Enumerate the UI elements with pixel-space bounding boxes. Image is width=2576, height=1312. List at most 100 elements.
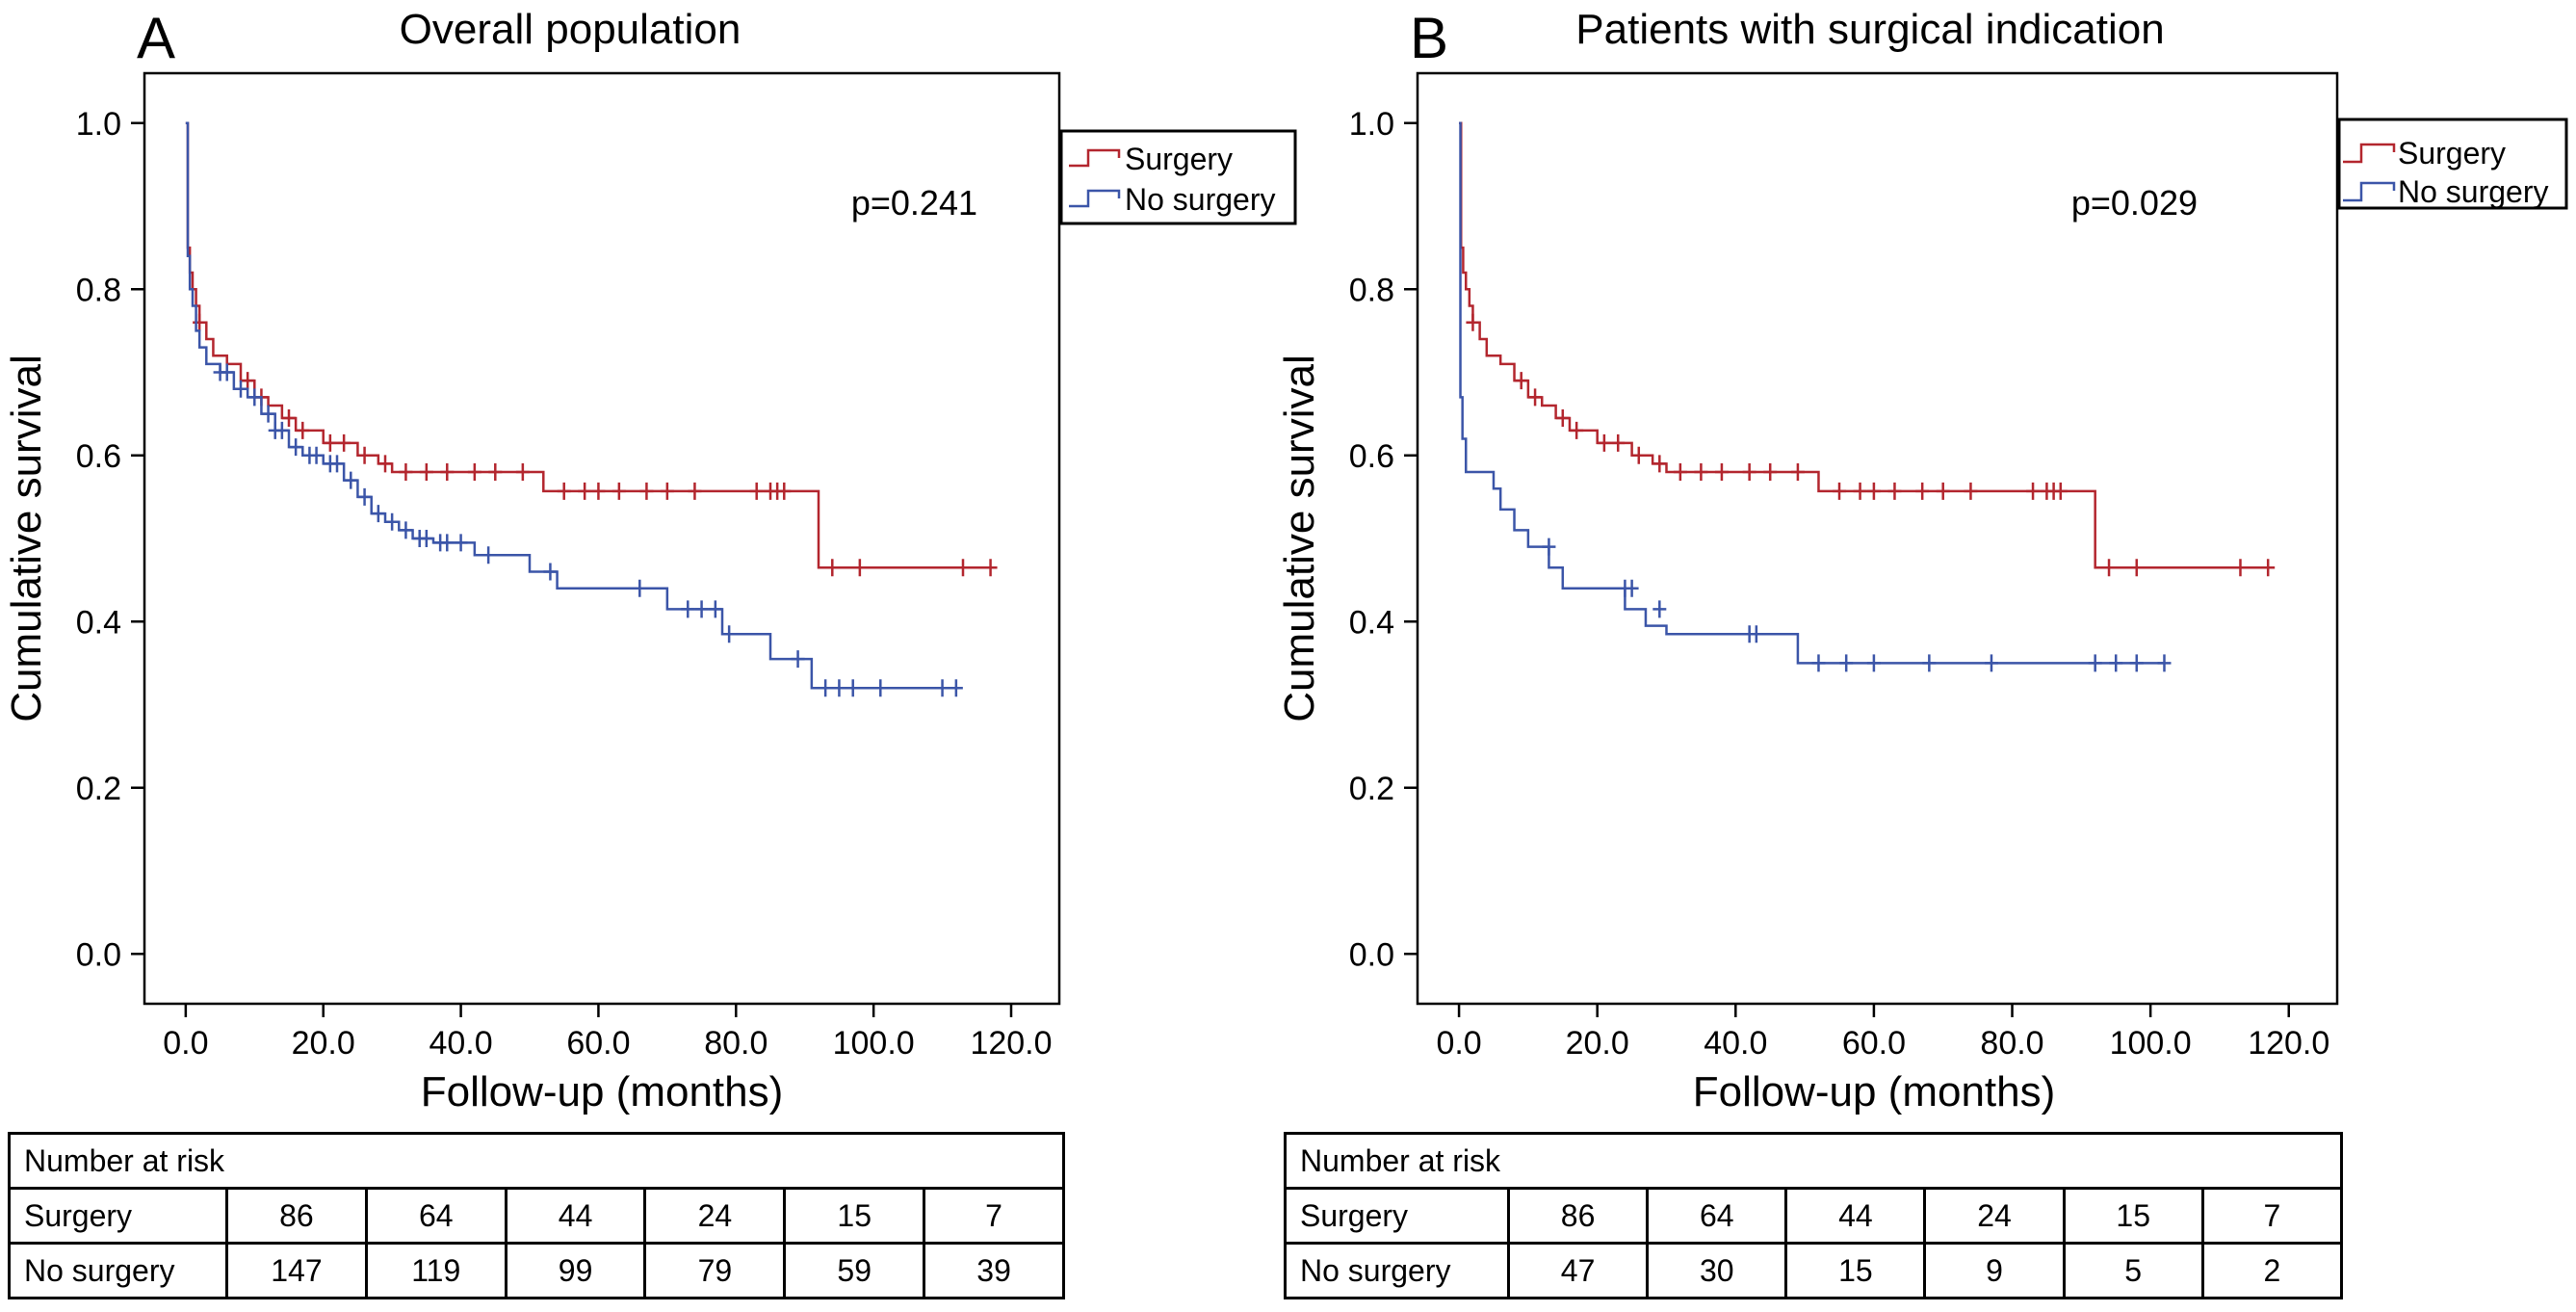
- censor-mark: [323, 433, 337, 452]
- risk-row-label: No surgery: [8, 1242, 228, 1299]
- panel-b-legend: Surgery No surgery: [2337, 118, 2568, 210]
- panel-a-y-ticks: 0.0 0.2 0.4 0.6 0.8 1.0: [76, 106, 144, 973]
- panel-a-x-ticks: 0.0 20.0 40.0 60.0 80.0 100.0 120.0: [163, 1004, 1053, 1062]
- censor-mark: [419, 530, 433, 547]
- censor-mark: [1528, 388, 1543, 407]
- panel-b-x-axis-label: Follow-up (months): [1693, 1068, 2056, 1115]
- panel-b-title: Patients with surgical indication: [1575, 6, 2164, 53]
- legend-label-surgery: Surgery: [1125, 142, 1233, 176]
- censor-mark: [2102, 559, 2117, 577]
- censor-mark: [852, 559, 867, 577]
- censor-mark: [2233, 559, 2248, 577]
- survival-curve-no-surgery: [185, 121, 956, 690]
- panel-a-plot-frame: [143, 71, 1061, 1006]
- y-tick-label: 1.0: [76, 106, 121, 143]
- censor-mark: [1597, 433, 1611, 452]
- censor-mark: [1964, 482, 1978, 500]
- risk-cell: 9: [1923, 1242, 2066, 1299]
- censor-mark: [1922, 654, 1937, 672]
- censor-mark: [282, 408, 296, 427]
- censor-mark: [846, 679, 860, 697]
- legend-swatch-no-surgery: [2343, 181, 2396, 202]
- legend-swatch-no-surgery: [1069, 189, 1121, 208]
- censor-mark: [1866, 482, 1881, 500]
- censor-mark: [1749, 625, 1763, 643]
- censor-mark: [296, 421, 310, 439]
- censor-mark: [1790, 463, 1805, 481]
- censor-mark: [611, 482, 626, 500]
- panel-b-series-surgery: [1459, 121, 2276, 577]
- censor-mark: [578, 482, 592, 500]
- panel-b-legend-box: [2337, 118, 2568, 210]
- risk-cell: 79: [643, 1242, 787, 1299]
- legend-swatch-surgery: [1069, 148, 1121, 168]
- censor-mark: [1742, 463, 1756, 481]
- risk-row-label: Surgery: [8, 1187, 228, 1245]
- panel-a-x-axis-label: Follow-up (months): [421, 1068, 784, 1115]
- censor-mark: [385, 512, 400, 531]
- censor-mark: [1673, 463, 1687, 481]
- x-tick-label: 80.0: [704, 1025, 768, 1062]
- censor-mark: [983, 559, 998, 577]
- risk-cell: 24: [643, 1187, 787, 1245]
- risk-cell: 7: [923, 1187, 1065, 1245]
- panel-b-y-ticks: 0.0 0.2 0.4 0.6 0.8 1.0: [1349, 106, 1418, 973]
- censor-mark: [1694, 463, 1708, 481]
- risk-cell: 119: [364, 1242, 507, 1299]
- censor-mark: [399, 463, 413, 481]
- censor-mark: [309, 446, 324, 464]
- censor-mark: [1866, 654, 1881, 672]
- x-tick-label: 40.0: [1704, 1025, 1767, 1062]
- censor-mark: [2261, 559, 2276, 577]
- y-tick-label: 0.6: [1349, 438, 1394, 475]
- x-tick-label: 100.0: [833, 1025, 915, 1062]
- risk-cell: 15: [1784, 1242, 1927, 1299]
- risk-table-row-no-surgery: No surgery 147 119 99 79 59 39: [8, 1242, 1065, 1299]
- censor-mark: [357, 446, 372, 464]
- censor-mark: [488, 463, 503, 481]
- panel-b-p-value: p=0.029: [2071, 183, 2198, 223]
- censor-mark: [543, 563, 558, 581]
- risk-cell: 64: [1646, 1187, 1788, 1245]
- risk-cell: 86: [225, 1187, 368, 1245]
- censor-mark: [234, 380, 247, 398]
- censor-mark: [337, 433, 351, 452]
- y-tick-label: 0.2: [1349, 771, 1394, 807]
- panel-b-y-axis-label: Cumulative survival: [1276, 354, 1323, 722]
- y-tick-label: 0.4: [76, 604, 121, 641]
- censor-mark: [1466, 313, 1480, 331]
- censor-mark: [873, 679, 888, 697]
- legend-label-surgery: Surgery: [2398, 136, 2506, 171]
- risk-table-row-surgery: Surgery 86 64 44 24 15 7: [8, 1187, 1065, 1245]
- x-tick-label: 100.0: [2110, 1025, 2192, 1062]
- censor-mark: [2157, 654, 2172, 672]
- censor-mark: [1611, 433, 1626, 452]
- censor-mark: [791, 650, 805, 669]
- risk-table-row-surgery: Surgery 86 64 44 24 15 7: [1284, 1187, 2344, 1245]
- censor-mark: [1542, 538, 1556, 556]
- x-tick-label: 40.0: [429, 1025, 492, 1062]
- censor-mark: [2129, 559, 2144, 577]
- censor-mark: [2088, 654, 2102, 672]
- censor-mark: [633, 579, 647, 597]
- censor-mark: [2026, 482, 2041, 500]
- y-tick-label: 0.8: [1349, 272, 1394, 308]
- censor-mark: [2129, 654, 2144, 672]
- censor-mark: [949, 679, 963, 697]
- censor-mark: [1514, 372, 1528, 390]
- censor-mark: [722, 625, 737, 643]
- censor-mark: [1763, 463, 1778, 481]
- censor-mark: [2109, 654, 2123, 672]
- x-tick-label: 20.0: [292, 1025, 355, 1062]
- risk-cell: 64: [364, 1187, 507, 1245]
- panel-b-risk-table: Number at risk Surgery 86 64 44 24 15 7 …: [1284, 1132, 2344, 1299]
- censor-mark: [1652, 455, 1667, 473]
- censor-mark: [241, 372, 255, 390]
- censor-mark: [419, 463, 433, 481]
- risk-cell: 15: [783, 1187, 926, 1245]
- censor-mark: [749, 482, 764, 500]
- x-tick-label: 20.0: [1566, 1025, 1629, 1062]
- censor-mark: [440, 534, 455, 552]
- censor-mark: [274, 421, 289, 439]
- censor-mark: [247, 388, 262, 407]
